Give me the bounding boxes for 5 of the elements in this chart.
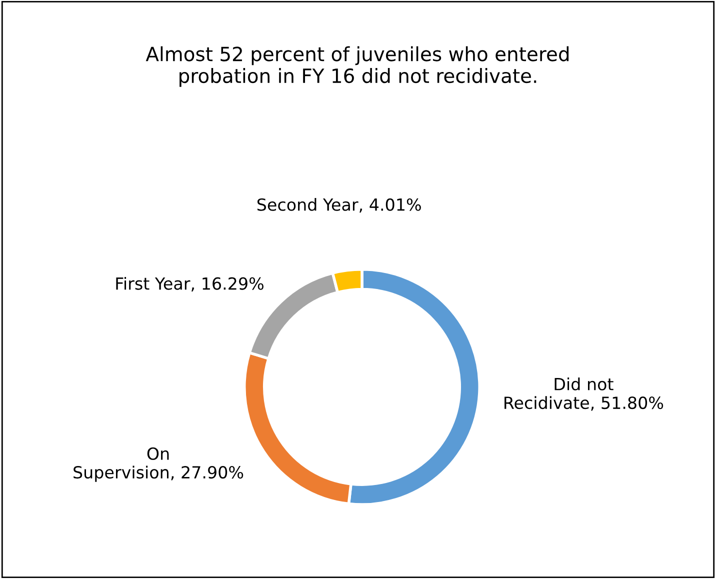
slice-label: On Supervision, 27.90% (74, 447, 244, 482)
slice-label: Second Year, 4.01% (257, 198, 421, 213)
slice-label: Did not Recidivate, 51.80% (504, 378, 664, 411)
chart-title: Almost 52 percent of juveniles who entered probation in FY 16 did not recidivate. (146, 46, 569, 87)
slice-label: First Year, 16.29% (116, 276, 264, 292)
